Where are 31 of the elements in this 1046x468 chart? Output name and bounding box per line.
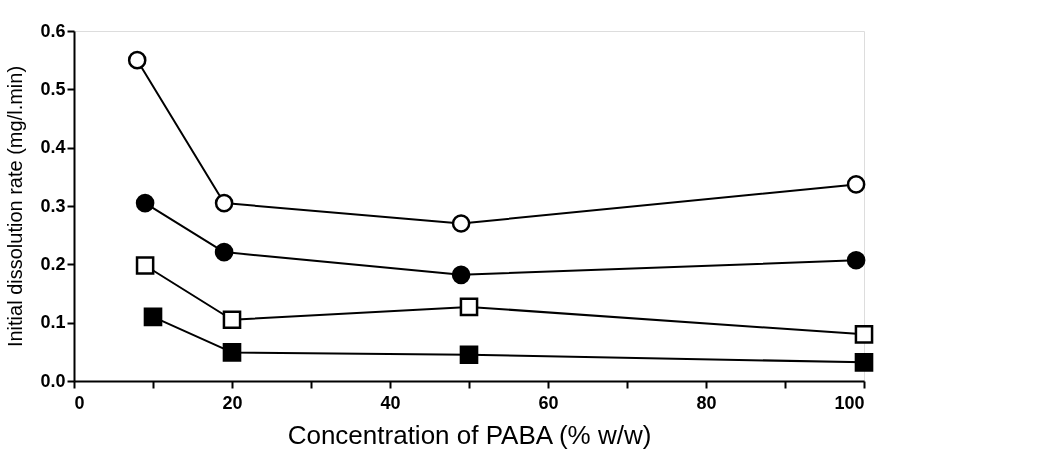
x-tick-label: 40 (380, 392, 401, 413)
point (459, 345, 479, 365)
x-tick-label: 20 (222, 392, 243, 413)
x-tick-label: 0 (74, 392, 85, 413)
y-tick-label: 0.1 (40, 312, 66, 333)
point (451, 214, 471, 233)
point (127, 50, 147, 70)
point (214, 193, 234, 213)
y-tick-label: 0.2 (40, 253, 66, 274)
y-axis-title: Initial dissolution rate (mg/l.min) (4, 65, 27, 348)
y-tick-label: 0.5 (40, 78, 66, 99)
x-tick-label: 100 (834, 392, 865, 413)
point (854, 325, 874, 344)
point (214, 242, 234, 262)
x-axis-title: Concentration of PABA (% w/w) (287, 419, 652, 450)
point (143, 307, 163, 327)
x-tick-label: 60 (538, 392, 559, 413)
point (222, 343, 242, 362)
point (135, 193, 155, 213)
point (222, 310, 242, 330)
point (135, 256, 155, 275)
point (846, 250, 866, 270)
point (451, 265, 471, 285)
point (854, 353, 874, 372)
y-tick-label: 0.3 (40, 195, 66, 216)
x-tick-label: 80 (696, 392, 717, 413)
point (459, 297, 479, 317)
y-tick-label: 0.4 (40, 137, 66, 158)
y-tick-label: 0.6 (40, 20, 66, 41)
point (846, 175, 866, 194)
y-tick-label: 0.0 (40, 370, 66, 391)
